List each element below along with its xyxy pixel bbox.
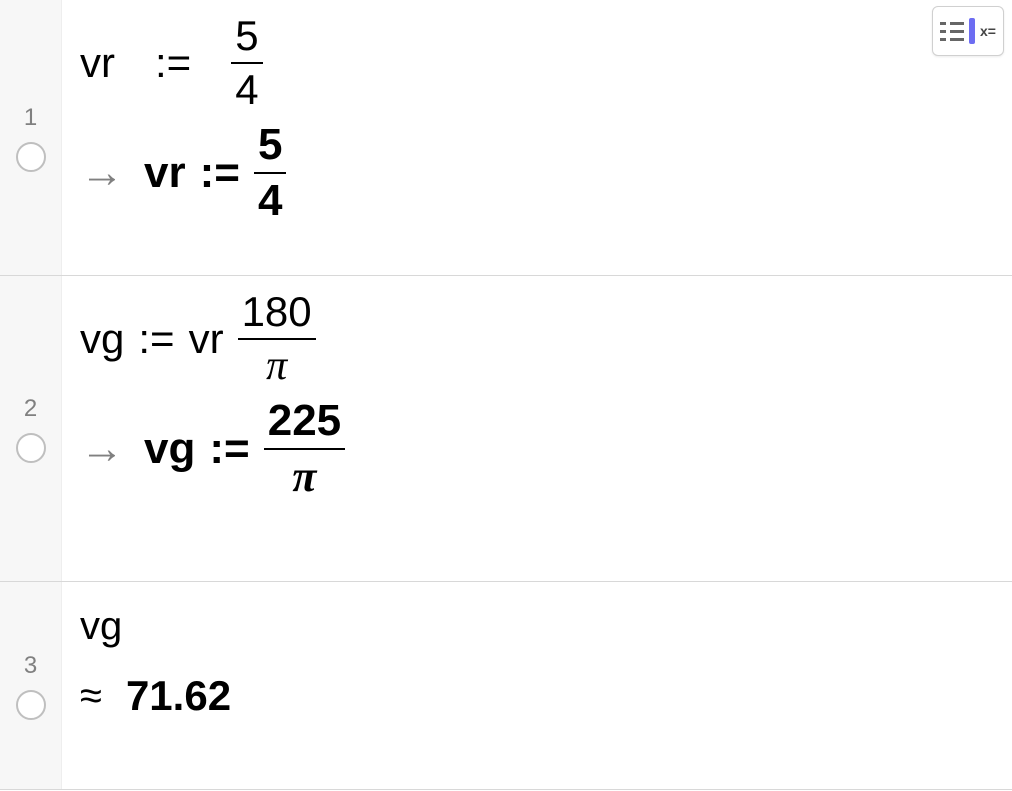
variable-name: vr (80, 39, 115, 87)
cas-panel: 1 vr := 5 4 → vr := 5 (0, 0, 1012, 791)
fraction-bar (231, 62, 262, 64)
row-content: vr := 5 4 → vr := 5 4 (62, 0, 1012, 275)
row-gutter: 2 (0, 276, 62, 581)
assign-operator: := (209, 424, 249, 474)
fraction-bar (264, 448, 345, 450)
row-toggle-radio[interactable] (16, 433, 46, 463)
output-expression: → vr := 5 4 (80, 122, 994, 224)
cas-row[interactable]: 2 vg := vr 180 π → vg := 225 (0, 276, 1012, 582)
fraction-numerator: 180 (238, 290, 316, 334)
row-content: vg := vr 180 π → vg := 225 π (62, 276, 1012, 581)
row-gutter: 1 (0, 0, 62, 275)
fraction-numerator: 5 (231, 14, 262, 58)
row-content: vg ≈ 71.62 (62, 582, 1012, 789)
assign-operator: := (200, 148, 240, 198)
symbolic-mode-button[interactable]: x= (932, 6, 1004, 56)
cas-row[interactable]: 1 vr := 5 4 → vr := 5 (0, 0, 1012, 276)
fraction-denominator: 4 (231, 68, 262, 112)
row-number: 2 (24, 395, 37, 423)
approx-icon: ≈ (80, 674, 102, 719)
fraction-denominator: π (288, 454, 320, 500)
output-expression: ≈ 71.62 (80, 666, 994, 726)
row-toggle-radio[interactable] (16, 142, 46, 172)
row-number: 1 (24, 104, 37, 132)
list-icon (940, 22, 964, 41)
fraction: 225 π (264, 398, 345, 500)
fraction-bar (238, 338, 316, 340)
numeric-result: 71.62 (126, 672, 231, 720)
result-arrow-icon: → (80, 148, 124, 198)
row-toggle-radio[interactable] (16, 690, 46, 720)
variable-name: vg (144, 424, 195, 474)
fraction-numerator: 225 (264, 398, 345, 444)
input-expression[interactable]: vg := vr 180 π (80, 290, 994, 388)
variable-name: vr (144, 148, 186, 198)
variable-name: vg (80, 604, 122, 649)
output-expression: → vg := 225 π (80, 398, 994, 500)
variable-name: vg (80, 315, 124, 363)
fraction-denominator: 4 (254, 178, 286, 224)
assign-operator: := (138, 315, 174, 363)
fraction: 5 4 (254, 122, 286, 224)
row-gutter: 3 (0, 582, 62, 789)
fraction-numerator: 5 (254, 122, 286, 168)
xeq-label: x= (980, 23, 996, 39)
assign-operator: := (155, 39, 191, 87)
row-number: 3 (24, 652, 37, 680)
fraction: 180 π (238, 290, 316, 388)
fraction: 5 4 (231, 14, 262, 112)
result-arrow-icon: → (80, 424, 124, 474)
input-expression[interactable]: vr := 5 4 (80, 14, 994, 112)
input-expression[interactable]: vg (80, 596, 994, 656)
cas-row[interactable]: 3 vg ≈ 71.62 (0, 582, 1012, 790)
factor-variable: vr (189, 315, 224, 363)
fraction-bar (254, 172, 286, 174)
cursor-bar-icon (969, 18, 975, 44)
fraction-denominator: π (262, 344, 291, 388)
